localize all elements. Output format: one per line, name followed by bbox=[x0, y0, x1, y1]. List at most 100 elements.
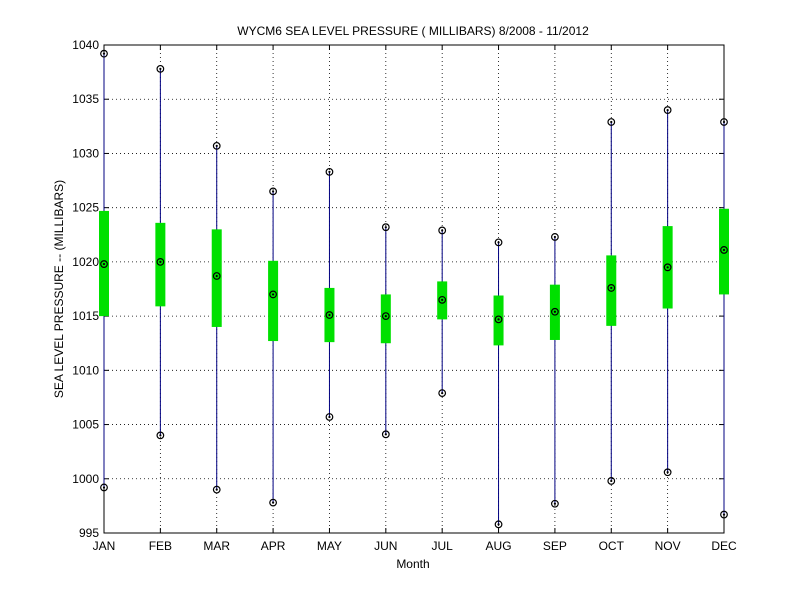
min-marker-dot-sep bbox=[553, 502, 557, 505]
iqr-box-dec bbox=[719, 208, 729, 295]
min-marker-dot-dec bbox=[722, 513, 726, 516]
max-marker-dot-sep bbox=[553, 235, 557, 239]
median-marker-sep bbox=[551, 307, 559, 316]
min-marker-dec bbox=[720, 510, 728, 519]
median-marker-dot-jul bbox=[441, 298, 444, 301]
median-marker-nov bbox=[663, 263, 672, 272]
x-tick-label-feb: FEB bbox=[149, 539, 172, 553]
iqr-box-apr bbox=[268, 260, 279, 342]
min-marker-sep bbox=[551, 499, 559, 508]
min-marker-dot-feb bbox=[159, 434, 162, 437]
min-marker-apr bbox=[269, 498, 277, 507]
max-marker-dec bbox=[720, 118, 728, 126]
x-tick-label-aug: AUG bbox=[486, 539, 512, 553]
data-layer bbox=[99, 49, 729, 529]
median-marker-mar bbox=[212, 272, 221, 280]
median-marker-dot-jan bbox=[102, 262, 106, 266]
median-marker-apr bbox=[269, 290, 277, 299]
x-tick-label-jan: JAN bbox=[93, 539, 116, 553]
max-marker-dot-mar bbox=[215, 144, 218, 147]
chart-title: WYCM6 SEA LEVEL PRESSURE ( MILLIBARS) 8/… bbox=[237, 24, 589, 38]
x-tick-label-dec: DEC bbox=[711, 539, 737, 553]
max-marker-dot-may bbox=[328, 170, 331, 173]
median-marker-dot-may bbox=[328, 313, 331, 317]
min-marker-dot-mar bbox=[215, 488, 218, 491]
max-marker-feb bbox=[156, 64, 165, 73]
y-tick-label: 1020 bbox=[72, 255, 99, 269]
y-tick-label: 1005 bbox=[72, 418, 99, 432]
y-tick-label: 1035 bbox=[72, 92, 99, 106]
y-tick-label: 1000 bbox=[72, 472, 99, 486]
x-axis-title: Month bbox=[396, 557, 429, 571]
min-marker-jun bbox=[381, 430, 390, 439]
x-tick-label-jun: JUN bbox=[374, 539, 397, 553]
median-marker-dot-sep bbox=[553, 310, 557, 313]
max-marker-dot-jan bbox=[102, 52, 106, 55]
median-marker-dot-nov bbox=[666, 266, 669, 269]
max-marker-dot-apr bbox=[271, 190, 275, 193]
min-marker-mar bbox=[212, 485, 221, 494]
min-marker-dot-apr bbox=[271, 501, 275, 504]
x-tick-label-jul: JUL bbox=[432, 539, 454, 553]
median-marker-jul bbox=[438, 295, 447, 304]
y-tick-label: 1040 bbox=[72, 38, 99, 52]
x-tick-label-sep: SEP bbox=[543, 539, 567, 553]
min-marker-jul bbox=[438, 389, 447, 398]
max-marker-sep bbox=[551, 233, 559, 241]
x-tick-label-nov: NOV bbox=[655, 539, 681, 553]
min-marker-oct bbox=[607, 477, 616, 485]
median-marker-dot-feb bbox=[159, 260, 162, 263]
median-marker-dot-mar bbox=[215, 274, 218, 278]
min-marker-may bbox=[325, 413, 334, 421]
min-marker-dot-aug bbox=[497, 523, 500, 526]
x-tick-label-oct: OCT bbox=[599, 539, 625, 553]
max-marker-jul bbox=[438, 226, 447, 235]
min-marker-nov bbox=[663, 468, 672, 477]
axis-layer: 995 1000 1005 1010 1015 1020 1025 1030 1035 1040 J… bbox=[72, 38, 737, 553]
y-tick-label: 1015 bbox=[72, 309, 99, 323]
y-tick-label: 995 bbox=[79, 526, 99, 540]
min-marker-dot-jan bbox=[102, 486, 106, 489]
median-marker-oct bbox=[607, 284, 616, 292]
median-marker-may bbox=[325, 311, 334, 319]
max-marker-dot-nov bbox=[666, 108, 669, 112]
min-marker-dot-jul bbox=[441, 392, 444, 395]
max-marker-aug bbox=[494, 238, 503, 247]
median-marker-dot-oct bbox=[610, 286, 613, 290]
median-marker-dec bbox=[720, 246, 728, 254]
min-marker-aug bbox=[494, 520, 503, 529]
max-marker-dot-feb bbox=[159, 67, 162, 70]
max-marker-may bbox=[325, 167, 334, 176]
max-marker-nov bbox=[663, 106, 672, 114]
max-marker-jan bbox=[100, 49, 108, 58]
max-marker-jun bbox=[381, 223, 390, 232]
min-marker-dot-nov bbox=[666, 471, 669, 474]
x-tick-label-may: MAY bbox=[317, 539, 342, 553]
max-marker-dot-aug bbox=[497, 241, 500, 244]
median-marker-dot-jun bbox=[384, 315, 387, 318]
min-marker-dot-oct bbox=[610, 479, 613, 483]
min-marker-feb bbox=[156, 431, 165, 440]
x-tick-label-mar: MAR bbox=[203, 539, 230, 553]
min-marker-dot-may bbox=[328, 415, 331, 419]
label-layer: WYCM6 SEA LEVEL PRESSURE ( MILLIBARS) 8/… bbox=[52, 24, 589, 571]
max-marker-dot-jul bbox=[441, 229, 444, 232]
median-marker-dot-apr bbox=[271, 293, 275, 296]
iqr-box-mar bbox=[211, 229, 222, 327]
max-marker-oct bbox=[607, 118, 616, 126]
y-axis-title: SEA LEVEL PRESSURE -- (MILLIBARS) bbox=[52, 180, 66, 398]
max-marker-dot-jun bbox=[384, 226, 387, 229]
median-marker-dot-aug bbox=[497, 318, 500, 321]
y-tick-label: 1030 bbox=[72, 146, 99, 160]
min-marker-jan bbox=[100, 483, 108, 492]
x-tick-label-apr: APR bbox=[261, 539, 286, 553]
min-marker-dot-jun bbox=[384, 433, 387, 436]
y-tick-label: 1010 bbox=[72, 363, 99, 377]
max-marker-mar bbox=[212, 141, 221, 150]
y-tick-label: 1025 bbox=[72, 201, 99, 215]
max-marker-dot-oct bbox=[610, 120, 613, 124]
median-marker-jan bbox=[100, 260, 108, 268]
max-marker-apr bbox=[269, 187, 277, 196]
